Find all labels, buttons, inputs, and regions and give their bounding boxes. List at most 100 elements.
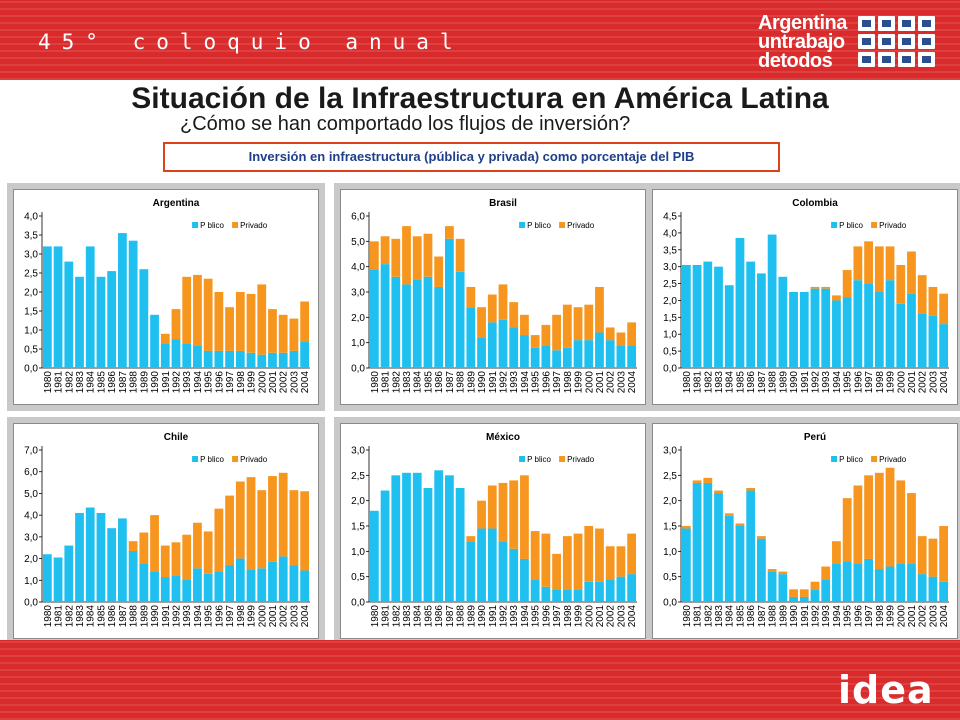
legend-label-privado: Privado <box>567 455 595 464</box>
y-tick-label: 4,0 <box>24 511 38 522</box>
bar-publico-1980 <box>42 554 52 602</box>
x-tick-label: 1991 <box>800 605 811 628</box>
bar-publico-1995 <box>530 347 540 368</box>
bar-publico-1998 <box>235 558 245 602</box>
bar-privado-2004 <box>300 491 310 571</box>
legend-swatch-publico <box>519 456 526 462</box>
bar-publico-1998 <box>562 347 572 368</box>
bar-publico-1988 <box>128 240 138 368</box>
bar-privado-1984 <box>724 513 734 516</box>
bar-privado-1982 <box>703 477 713 483</box>
x-tick-label: 1983 <box>402 371 413 394</box>
x-tick-label: 1989 <box>778 605 789 628</box>
bar-publico-1999 <box>246 569 256 602</box>
bar-publico-1980 <box>681 264 691 368</box>
bar-privado-1994 <box>832 541 841 564</box>
x-tick-label: 1994 <box>832 371 843 394</box>
bar-publico-1984 <box>85 246 95 368</box>
y-tick-label: 1,0 <box>24 576 38 587</box>
y-tick-label: 2,0 <box>351 313 365 324</box>
x-tick-label: 1988 <box>456 371 467 394</box>
x-tick-label: 1990 <box>789 371 800 394</box>
bar-publico-2001 <box>595 332 604 368</box>
legend-swatch-privado <box>559 222 566 228</box>
y-tick-label: 2,0 <box>24 288 38 299</box>
bar-publico-1994 <box>832 564 841 602</box>
x-tick-label: 1999 <box>574 605 585 628</box>
y-tick-label: 2,5 <box>663 471 677 482</box>
bar-privado-1996 <box>853 246 863 281</box>
x-tick-label: 1993 <box>182 605 193 628</box>
x-tick-label: 2001 <box>907 371 918 394</box>
bar-publico-1997 <box>225 350 234 368</box>
chart-title: Perú <box>804 432 826 443</box>
x-tick-label: 1998 <box>236 371 247 394</box>
bar-privado-1998 <box>874 472 884 570</box>
bar-privado-1997 <box>225 307 234 351</box>
bar-privado-1993 <box>509 480 519 549</box>
bar-publico-1990 <box>477 528 486 602</box>
x-tick-label: 1999 <box>574 371 585 394</box>
bar-publico-1986 <box>434 470 444 602</box>
bar-privado-1992 <box>810 286 820 289</box>
x-tick-label: 1991 <box>488 371 499 394</box>
bar-privado-1992 <box>498 284 508 320</box>
bar-privado-1980 <box>369 241 379 270</box>
bar-privado-1992 <box>171 309 181 340</box>
bar-privado-2002 <box>917 536 927 575</box>
legend-label-privado: Privado <box>879 455 907 464</box>
x-tick-label: 1982 <box>703 371 714 394</box>
bar-publico-1990 <box>150 314 159 368</box>
idea-logo: idea <box>838 668 934 712</box>
x-tick-label: 1999 <box>247 371 258 394</box>
y-tick-label: 2,0 <box>663 296 677 307</box>
bar-publico-1992 <box>810 288 820 368</box>
bar-publico-1984 <box>724 285 734 368</box>
bar-publico-2002 <box>605 340 615 368</box>
y-tick-label: 2,0 <box>663 496 677 507</box>
bar-privado-2001 <box>907 493 916 564</box>
bar-publico-1982 <box>391 475 401 602</box>
x-tick-label: 1995 <box>204 605 215 628</box>
x-tick-label: 1991 <box>800 371 811 394</box>
bar-privado-1999 <box>885 467 895 567</box>
bar-privado-1996 <box>214 508 224 572</box>
logo-anchor-icon <box>898 16 915 31</box>
bar-privado-2000 <box>257 490 267 569</box>
bar-publico-1990 <box>150 571 159 602</box>
bar-publico-1992 <box>171 575 181 602</box>
legend-swatch-publico <box>192 222 199 228</box>
bar-privado-1988 <box>128 541 138 551</box>
bar-privado-1993 <box>509 302 519 328</box>
x-tick-label: 1997 <box>864 371 875 394</box>
bar-privado-1995 <box>203 278 213 351</box>
bar-publico-1994 <box>832 300 841 368</box>
x-tick-label: 1984 <box>86 605 97 628</box>
x-tick-label: 1991 <box>161 371 172 394</box>
bar-publico-2003 <box>928 315 938 368</box>
bar-privado-1992 <box>498 482 508 542</box>
x-tick-label: 1996 <box>541 605 552 628</box>
x-tick-label: 1993 <box>509 605 520 628</box>
bar-privado-1986 <box>746 488 756 491</box>
bar-privado-1989 <box>466 286 476 308</box>
x-tick-label: 1992 <box>811 605 822 628</box>
x-tick-label: 1986 <box>434 371 445 394</box>
bar-publico-1990 <box>789 596 798 602</box>
x-tick-label: 2002 <box>279 371 290 394</box>
y-tick-label: 1,0 <box>24 326 38 337</box>
x-tick-label: 1995 <box>531 605 542 628</box>
bar-publico-1988 <box>767 234 777 368</box>
y-tick-label: 3,0 <box>351 446 365 457</box>
bar-privado-2004 <box>939 526 949 582</box>
y-tick-label: 4,5 <box>663 212 677 223</box>
bar-privado-2003 <box>928 538 938 577</box>
x-tick-label: 2003 <box>289 605 300 628</box>
x-tick-label: 1998 <box>236 605 247 628</box>
bar-publico-2000 <box>257 568 267 602</box>
bar-publico-2000 <box>257 354 267 368</box>
x-tick-label: 1983 <box>714 605 725 628</box>
bar-privado-1985 <box>735 523 745 526</box>
x-tick-label: 1996 <box>541 371 552 394</box>
